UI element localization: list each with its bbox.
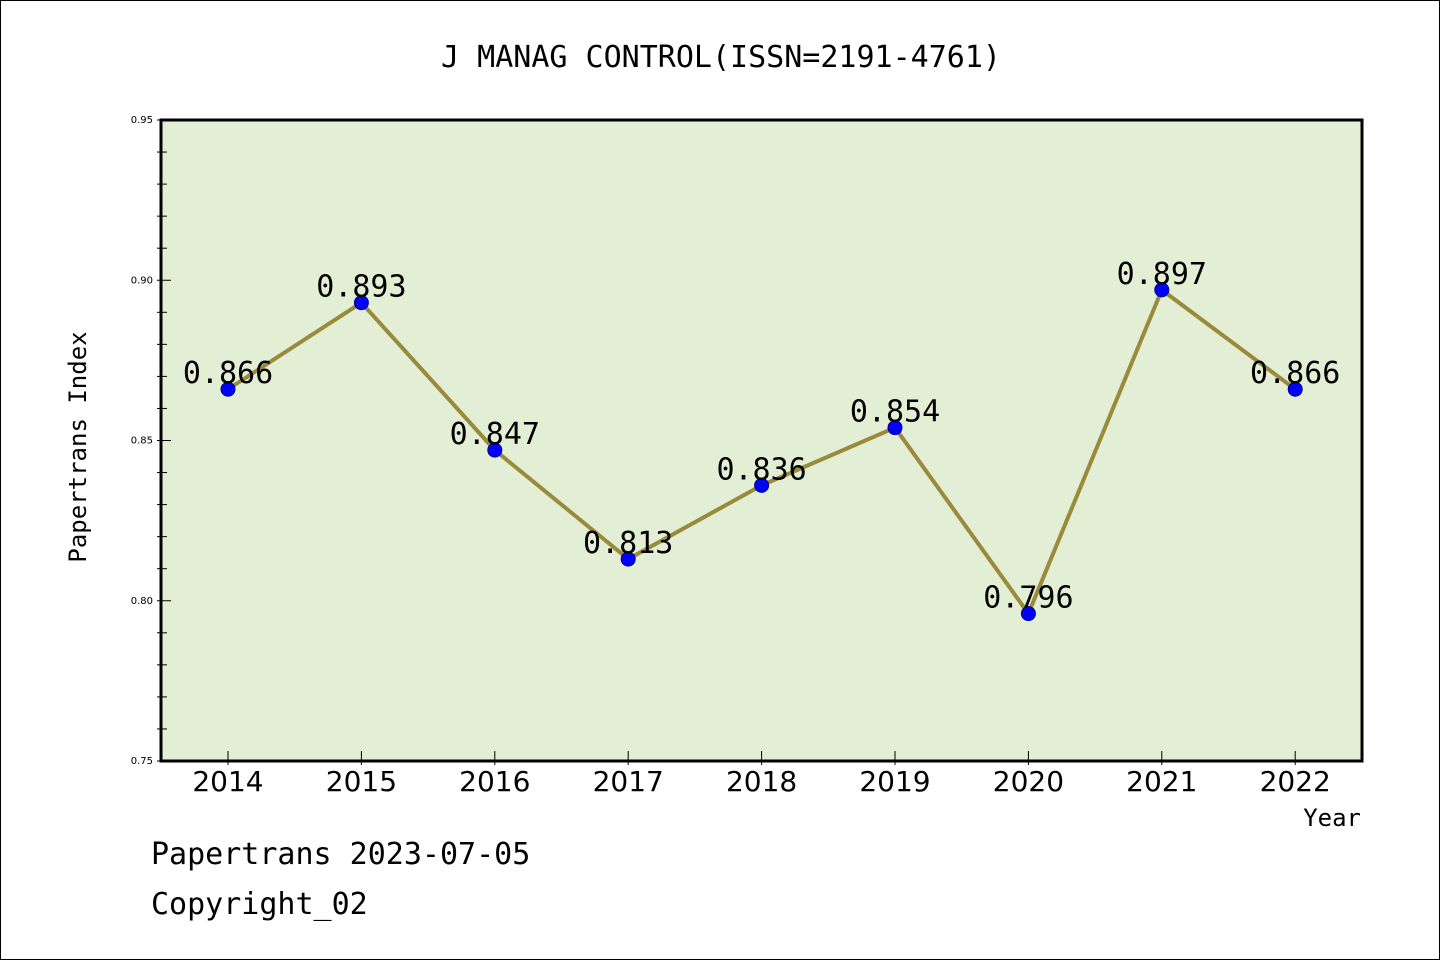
x-tick-label: 2014 — [192, 765, 263, 798]
y-tick-label: 0.75 — [131, 756, 153, 767]
x-tick-label: 2020 — [993, 765, 1064, 798]
data-label: 0.893 — [316, 270, 406, 305]
data-point — [887, 420, 903, 436]
series-layer: 0.866 0.893 0.847 0.813 0.836 0.854 0.796 0.897… — [183, 257, 1340, 622]
y-axis-label: Papertrans Index — [64, 331, 92, 562]
y-tick-label: 0.90 — [131, 275, 153, 286]
data-point — [1287, 381, 1303, 397]
y-tick-label: 0.80 — [131, 596, 153, 607]
data-label: 0.866 — [183, 356, 273, 391]
y-tick-label: 0.95 — [131, 115, 153, 126]
data-point — [620, 551, 636, 567]
data-label: 0.796 — [983, 581, 1073, 616]
data-label: 0.854 — [850, 395, 940, 430]
data-point — [220, 381, 236, 397]
footer-date: Papertrans 2023-07-05 — [151, 837, 530, 872]
data-label: 0.866 — [1250, 356, 1340, 391]
data-label: 0.836 — [716, 452, 806, 487]
x-tick-label: 2016 — [459, 765, 530, 798]
plot-area — [159, 118, 1364, 763]
y-axis: 0.75 0.80 0.85 0.90 0.95 — [131, 115, 171, 767]
data-point — [487, 442, 503, 458]
data-point — [1020, 606, 1036, 622]
x-tick-label: 2019 — [859, 765, 930, 798]
x-axis-label: Year — [1303, 804, 1361, 832]
x-tick-label: 2018 — [726, 765, 797, 798]
y-tick-label: 0.85 — [131, 436, 153, 447]
data-label: 0.813 — [583, 526, 673, 561]
data-point — [353, 295, 369, 311]
data-label: 0.847 — [450, 417, 540, 452]
data-point — [1154, 282, 1170, 298]
x-axis: 2014 2015 2016 2017 2018 2019 2020 2021 2022 — [192, 751, 1331, 798]
x-tick-label: 2017 — [593, 765, 664, 798]
chart-title: J MANAG CONTROL(ISSN=2191-4761) — [441, 40, 1001, 75]
x-tick-label: 2022 — [1260, 765, 1331, 798]
data-point — [754, 477, 770, 493]
x-tick-label: 2021 — [1126, 765, 1197, 798]
x-tick-label: 2015 — [326, 765, 397, 798]
data-label: 0.897 — [1117, 257, 1207, 292]
footer-copyright: Copyright_02 — [151, 887, 368, 922]
